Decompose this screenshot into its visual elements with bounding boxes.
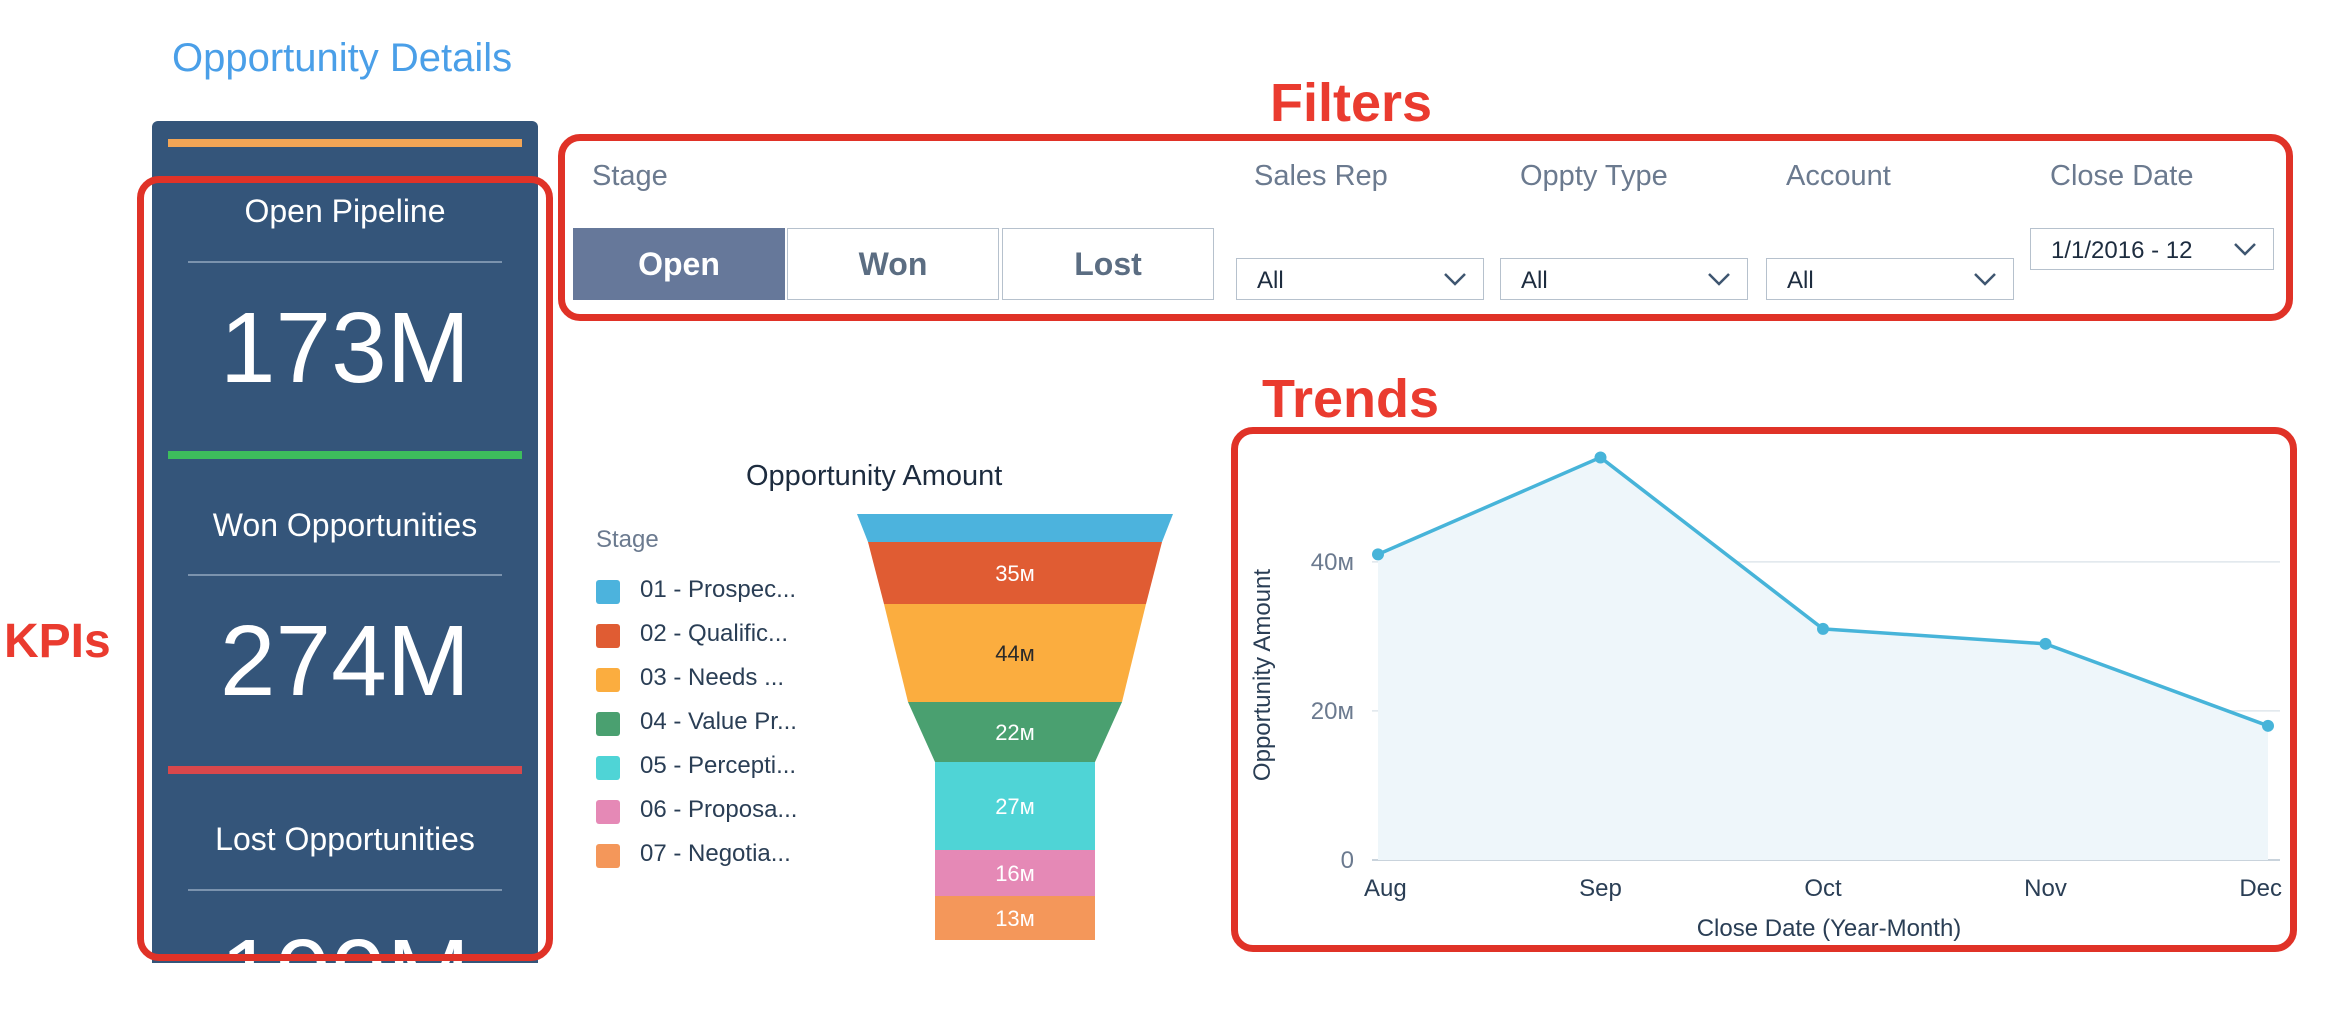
funnel-segment[interactable]	[857, 514, 1173, 542]
oppty-type-dropdown[interactable]: All	[1500, 258, 1748, 300]
x-tick-label: Dec	[2239, 875, 2282, 902]
oppty-type-filter-label: Oppty Type	[1520, 160, 1668, 192]
y-axis-title: Opportunity Amount	[1249, 569, 1276, 781]
sales-rep-dropdown[interactable]: All	[1236, 258, 1484, 300]
funnel-segment-label: 16м	[995, 861, 1035, 886]
chevron-down-icon	[1444, 273, 1466, 286]
trends-highlight-box	[1231, 427, 2297, 952]
x-tick-label: Nov	[2024, 875, 2067, 902]
legend-swatch	[596, 624, 620, 648]
kpis-annotation: KPIs	[4, 615, 111, 668]
kpi-lost-label: Lost Opportunities	[215, 821, 475, 857]
close-date-value: 1/1/2016 - 12	[2051, 237, 2193, 264]
legend-swatch	[596, 756, 620, 780]
data-point[interactable]	[2039, 637, 2052, 650]
legend-label: 02 - Qualific...	[640, 620, 789, 647]
funnel-segment[interactable]	[884, 604, 1146, 702]
legend-label: 06 - Proposa...	[640, 796, 798, 823]
stage-lost-button[interactable]: Lost	[1002, 228, 1214, 300]
kpis-highlight-box	[137, 176, 553, 961]
account-value: All	[1787, 267, 1814, 294]
legend-label: 01 - Prospec...	[640, 576, 797, 603]
account-filter-label: Account	[1786, 160, 1891, 192]
stage-open-button[interactable]: Open	[573, 228, 785, 300]
kpi-open-value: 173M	[219, 292, 471, 404]
kpi-won-color-bar	[168, 451, 522, 459]
filters-highlight-box	[558, 134, 2293, 321]
kpi-open-label: Open Pipeline	[244, 193, 446, 229]
x-tick-label: Oct	[1804, 875, 1842, 902]
trend-chart: 0 20м 40м Aug Sep Oct Nov Dec Close Date (Year-M…	[1249, 451, 2282, 942]
funnel-segment[interactable]	[935, 896, 1095, 940]
series-area	[1378, 457, 2268, 860]
funnel-title: Opportunity Amount	[746, 460, 1003, 492]
data-point[interactable]	[1594, 451, 1607, 464]
y-tick-label: 40м	[1311, 549, 1354, 576]
legend-swatch	[596, 712, 620, 736]
kpi-open-color-bar	[168, 139, 522, 147]
funnel-segment[interactable]	[908, 702, 1122, 762]
funnel-segment[interactable]	[868, 542, 1162, 604]
legend-label: 04 - Value Pr...	[640, 708, 797, 735]
funnel-segment-label: 35м	[995, 561, 1035, 586]
close-date-filter-label: Close Date	[2050, 160, 2194, 192]
chevron-down-icon	[1708, 273, 1730, 286]
funnel-chart: 35м 44м 22м 27м 16м 13м	[857, 514, 1173, 940]
funnel-segment-label: 13м	[995, 906, 1035, 931]
legend-label: 07 - Negotia...	[640, 840, 791, 867]
stage-won-button[interactable]: Won	[787, 228, 999, 300]
divider	[188, 889, 502, 891]
divider	[188, 261, 502, 263]
close-date-dropdown[interactable]: 1/1/2016 - 12	[2030, 228, 2274, 270]
funnel-segment[interactable]	[935, 850, 1095, 896]
x-axis-title: Close Date (Year-Month)	[1697, 915, 1962, 942]
filters-annotation: Filters	[1270, 73, 1433, 133]
oppty-type-value: All	[1521, 267, 1548, 294]
page-title: Opportunity Details	[172, 36, 513, 80]
kpi-won-value: 274M	[219, 605, 471, 717]
account-dropdown[interactable]: All	[1766, 258, 2014, 300]
legend-swatch	[596, 580, 620, 604]
legend-swatch	[596, 844, 620, 868]
data-point[interactable]	[1372, 548, 1384, 561]
legend-swatch	[596, 668, 620, 692]
sales-rep-value: All	[1257, 267, 1284, 294]
funnel-segment-label: 44м	[995, 641, 1035, 666]
funnel-segment[interactable]	[935, 762, 1095, 850]
funnel-segment-label: 27м	[995, 794, 1035, 819]
data-point[interactable]	[1817, 622, 1829, 635]
funnel-legend-title: Stage	[596, 526, 659, 553]
x-tick-label: Sep	[1579, 875, 1622, 902]
data-point[interactable]	[2262, 719, 2274, 732]
x-tick-label: Aug	[1364, 875, 1407, 902]
legend-label: 05 - Percepti...	[640, 752, 797, 779]
kpi-won-label: Won Opportunities	[212, 507, 478, 543]
funnel-segment-label: 22м	[995, 720, 1035, 745]
chevron-down-icon	[2234, 243, 2256, 256]
y-tick-label: 0	[1341, 847, 1354, 874]
divider	[188, 574, 502, 576]
legend-swatch	[596, 800, 620, 824]
sales-rep-filter-label: Sales Rep	[1254, 160, 1388, 192]
kpi-lost-color-bar	[168, 766, 522, 774]
legend-label: 03 - Needs ...	[640, 664, 785, 691]
stage-filter-label: Stage	[592, 160, 668, 192]
y-tick-label: 20м	[1311, 698, 1354, 725]
trends-annotation: Trends	[1262, 369, 1440, 429]
chevron-down-icon	[1974, 273, 1996, 286]
